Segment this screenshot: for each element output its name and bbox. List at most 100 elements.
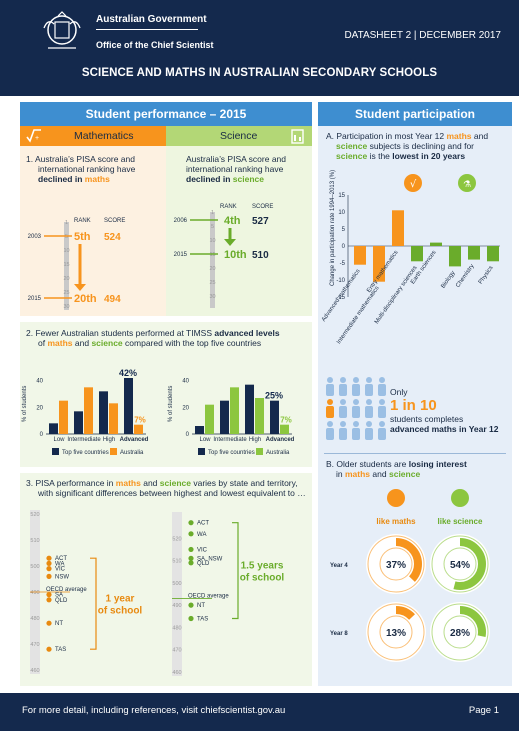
state-label: NT (55, 621, 63, 627)
divider (324, 453, 506, 454)
score-tick-label: 500 (30, 564, 39, 570)
legend-label-australia: Australia (120, 450, 144, 456)
y-tick-label: 0 (186, 432, 190, 438)
y-tick-label: 15 (338, 193, 345, 199)
panel-title-participation: Student participation (318, 102, 512, 126)
person-icon-body (352, 406, 360, 418)
subject-label: Biology (440, 270, 456, 290)
state-dot (188, 531, 194, 537)
state-label: ACT (197, 521, 209, 527)
flask-icon (458, 174, 476, 192)
state-dot (188, 560, 194, 566)
person-icon-body (378, 406, 386, 418)
person-icon-head (353, 377, 359, 383)
year-row-label: Year 8 (330, 631, 348, 637)
state-dot (46, 620, 52, 626)
legend-label-top-five: Top five countries (208, 450, 255, 456)
rank-label: RANK (220, 204, 237, 210)
state-dot (46, 592, 52, 598)
participation-bar (354, 246, 366, 265)
rank-value: 20th (74, 293, 97, 305)
score-value: 527 (252, 216, 269, 227)
state-label: WA (55, 561, 64, 567)
bar-top-five (270, 400, 279, 434)
maths-pisa-panel (20, 146, 166, 316)
person-icon-head (366, 399, 372, 405)
donut-segment (370, 538, 422, 590)
rank-tick-label: 30 (209, 294, 215, 300)
data-label-top-five: 42% (119, 368, 137, 378)
state-label: SA, NSW (197, 556, 223, 562)
score-scale-bar (172, 512, 182, 676)
state-dot (188, 615, 194, 622)
maths-pisa-text: 1. Australia’s PISA score and internatio… (26, 154, 136, 184)
timss-heading: 2. Fewer Australian students performed a… (26, 328, 280, 348)
bar-top-five (49, 423, 58, 434)
rank-tick-label: 10 (209, 238, 215, 244)
state-dot (46, 555, 52, 561)
callout-line-2: of school (98, 606, 143, 617)
y-tick-label: -15 (336, 295, 345, 301)
person-icon-body (378, 428, 386, 440)
score-tick-label: 480 (30, 616, 39, 622)
state-label: VIC (55, 567, 66, 573)
person-icon-head (366, 377, 372, 383)
score-label: SCORE (104, 218, 125, 224)
y-tick-label: -5 (340, 261, 346, 267)
state-label: TAS (55, 647, 66, 653)
rank-tick-label: 1 (211, 210, 214, 216)
svg-text:+: + (35, 135, 39, 142)
bar-australia (109, 403, 118, 434)
decline-arrow-head (74, 284, 86, 291)
person-icon-body (365, 428, 373, 440)
y-tick-label: 20 (182, 405, 189, 411)
person-icon-head (340, 421, 346, 427)
flask-icon-glyph: ⚗ (463, 180, 471, 190)
office-name: Office of the Chief Scientist (96, 40, 214, 50)
person-icon-body (352, 428, 360, 440)
y-axis-label: Change in participation rate 1994–2013 (… (330, 170, 336, 286)
bar-australia (134, 424, 143, 434)
person-icon-head (327, 421, 333, 427)
flask-icon (451, 489, 469, 507)
donut-value: 37% (386, 560, 406, 571)
participation-bar (430, 242, 442, 246)
state-dot (188, 555, 194, 561)
maths-icon (387, 489, 405, 507)
score-value: 494 (104, 294, 121, 305)
rank-value: 4th (224, 215, 241, 227)
category-label: Advanced (266, 437, 295, 443)
rank-scale-bar (64, 222, 69, 310)
range-bracket (90, 557, 97, 650)
footer-link-text[interactable]: For more detail, including references, v… (22, 705, 286, 716)
score-tick-label: 460 (30, 668, 39, 674)
participation-bar (373, 246, 385, 282)
government-name: Australian Government (96, 14, 207, 25)
tab-science-label: Science (220, 130, 258, 142)
callout-line-2: of school (240, 573, 285, 584)
bar-top-five (245, 384, 254, 434)
person-icon-body (326, 428, 334, 440)
person-icon-head (379, 421, 385, 427)
bar-australia (205, 404, 214, 434)
score-tick-label: 510 (30, 538, 39, 544)
rank-value: 10th (224, 249, 247, 261)
person-icon-head (340, 399, 346, 405)
interest-donut-group: like maths like science Year 4 37% 54% Year 8… (330, 489, 490, 662)
states-section (20, 473, 312, 686)
person-icon-head (327, 377, 333, 383)
state-label: NSW (55, 574, 69, 580)
panel-title-performance: Student performance – 2015 (20, 102, 312, 126)
category-label: Intermediate (67, 437, 101, 443)
maths-icon (404, 174, 422, 192)
state-dot (46, 560, 52, 566)
score-tick-label: 520 (30, 512, 39, 518)
subject-label: Physics (478, 265, 495, 285)
oecd-average-label: OECD average (188, 593, 229, 599)
person-icon-head (353, 421, 359, 427)
participation-bars: Change in participation rate 1994–2013 (… (321, 170, 500, 345)
y-tick-label: 0 (40, 432, 44, 438)
y-tick-label: 10 (338, 210, 345, 216)
